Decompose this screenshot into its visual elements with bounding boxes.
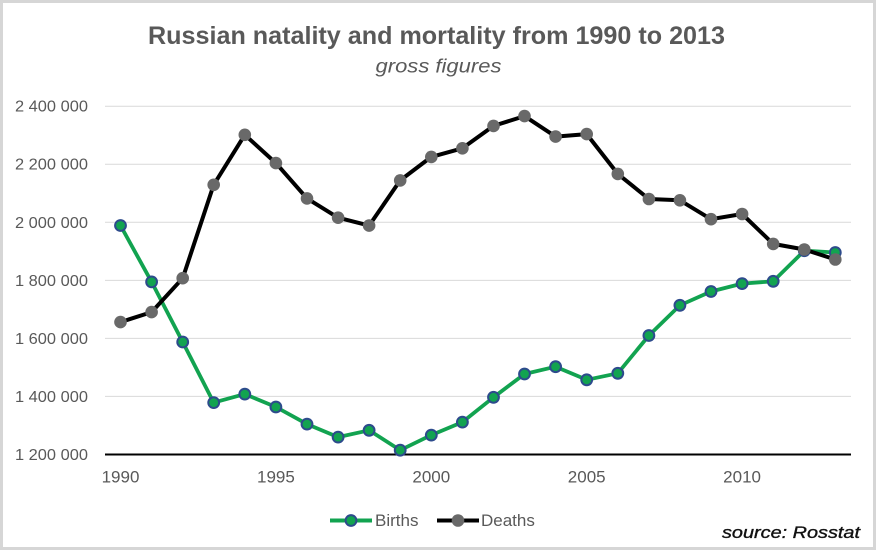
svg-text:1 400 000: 1 400 000 — [15, 389, 88, 406]
svg-text:2010: 2010 — [723, 468, 761, 487]
svg-text:1995: 1995 — [257, 468, 295, 487]
svg-text:2005: 2005 — [568, 468, 606, 487]
svg-text:2 000 000: 2 000 000 — [15, 215, 88, 232]
svg-text:1990: 1990 — [102, 468, 140, 487]
svg-text:2000: 2000 — [412, 468, 450, 487]
svg-text:Deaths: Deaths — [481, 511, 535, 530]
svg-text:Russian natality and mortality: Russian natality and mortality from 1990… — [148, 22, 725, 50]
svg-text:1 600 000: 1 600 000 — [15, 331, 88, 348]
svg-text:gross figures: gross figures — [376, 56, 502, 78]
svg-text:Births: Births — [375, 511, 418, 530]
svg-text:1 200 000: 1 200 000 — [15, 447, 88, 464]
svg-text:2 400 000: 2 400 000 — [15, 99, 88, 116]
svg-text:2 200 000: 2 200 000 — [15, 157, 88, 174]
svg-text:1 800 000: 1 800 000 — [15, 273, 88, 290]
svg-text:source: Rosstat: source: Rosstat — [722, 524, 862, 542]
